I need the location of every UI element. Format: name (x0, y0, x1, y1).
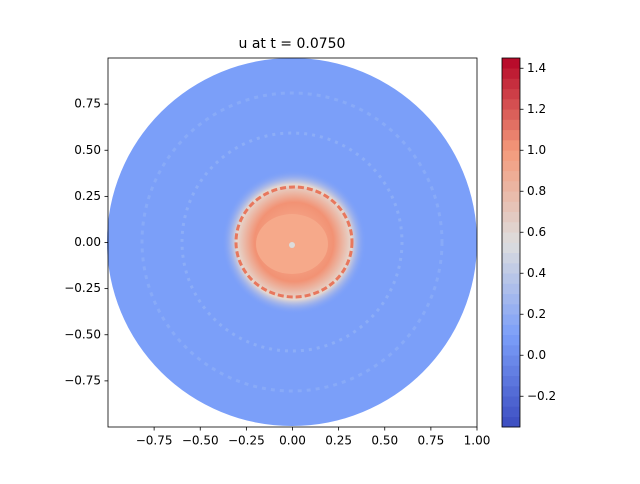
colorbar-band (502, 365, 520, 377)
y-tick-label: 0.25 (74, 189, 101, 203)
colorbar-band (502, 88, 520, 100)
x-tick-label: −0.50 (182, 434, 219, 448)
colorbar-band (502, 263, 520, 274)
x-tick-label: −0.25 (228, 434, 265, 448)
colorbar-band (502, 150, 520, 161)
colorbar-tick-label: 0.6 (527, 225, 546, 239)
colorbar-tick-label: 1.4 (527, 61, 546, 75)
colorbar-band (502, 273, 520, 284)
colorbar-tick-label: 0.4 (527, 266, 546, 280)
x-tick-label: 0.25 (325, 434, 352, 448)
y-tick-label: −0.25 (64, 281, 101, 295)
y-tick-label: 0.00 (74, 235, 101, 249)
colorbar (502, 58, 520, 428)
colorbar-band (502, 99, 520, 110)
colorbar-band (502, 314, 520, 325)
colorbar-tick-label: −0.2 (527, 389, 556, 403)
colorbar-band (502, 293, 520, 305)
chart-title: u at t = 0.0750 (239, 36, 346, 52)
ring (234, 185, 354, 299)
colorbar-band (502, 68, 520, 79)
colorbar-tick-label: 0.8 (527, 184, 546, 198)
colorbar-band (502, 355, 520, 366)
colorbar-band (502, 140, 520, 151)
colorbar-band (502, 201, 520, 213)
ripple (140, 91, 444, 393)
colorbar-band (502, 129, 520, 141)
colorbar-band (502, 375, 520, 387)
colorbar-band (502, 345, 520, 356)
colorbar-band (502, 58, 520, 69)
x-tick-label: 0.75 (418, 434, 445, 448)
x-tick-label: −0.75 (136, 434, 173, 448)
colorbar-band (502, 304, 520, 315)
colorbar-tick-label: 1.0 (527, 143, 546, 157)
colorbar-band (502, 232, 520, 243)
ripple (180, 131, 404, 353)
colorbar-band (502, 334, 520, 346)
x-tick-label: 0.50 (371, 434, 398, 448)
colorbar-tick-label: 0.0 (527, 348, 546, 362)
colorbar-band (502, 222, 520, 233)
colorbar-band (502, 109, 520, 120)
colorbar-band (502, 160, 520, 172)
y-tick-label: 0.50 (74, 143, 101, 157)
colorbar-tick-label: 1.2 (527, 102, 546, 116)
x-tick-label: 1.00 (464, 434, 491, 448)
colorbar-band (502, 416, 520, 428)
field (107, 58, 477, 426)
colorbar-band (502, 170, 520, 182)
colorbar-band (502, 119, 520, 131)
y-tick-label: 0.75 (74, 97, 101, 111)
colorbar-band (502, 283, 520, 295)
x-tick-label: 0.00 (279, 434, 306, 448)
colorbar-band (502, 242, 520, 254)
colorbar-band (502, 386, 520, 397)
colorbar-band (502, 252, 520, 264)
colorbar-band (502, 191, 520, 202)
y-tick-label: −0.50 (64, 327, 101, 341)
colorbar-band (502, 211, 520, 223)
center (289, 242, 295, 248)
colorbar-band (502, 406, 520, 418)
colorbar-band (502, 396, 520, 407)
colorbar-band (502, 78, 520, 90)
colorbar-tick-label: 0.2 (527, 307, 546, 321)
colorbar-frame (501, 57, 521, 428)
y-tick-label: −0.75 (64, 373, 101, 387)
colorbar-band (502, 324, 520, 336)
colorbar-band (502, 181, 520, 192)
